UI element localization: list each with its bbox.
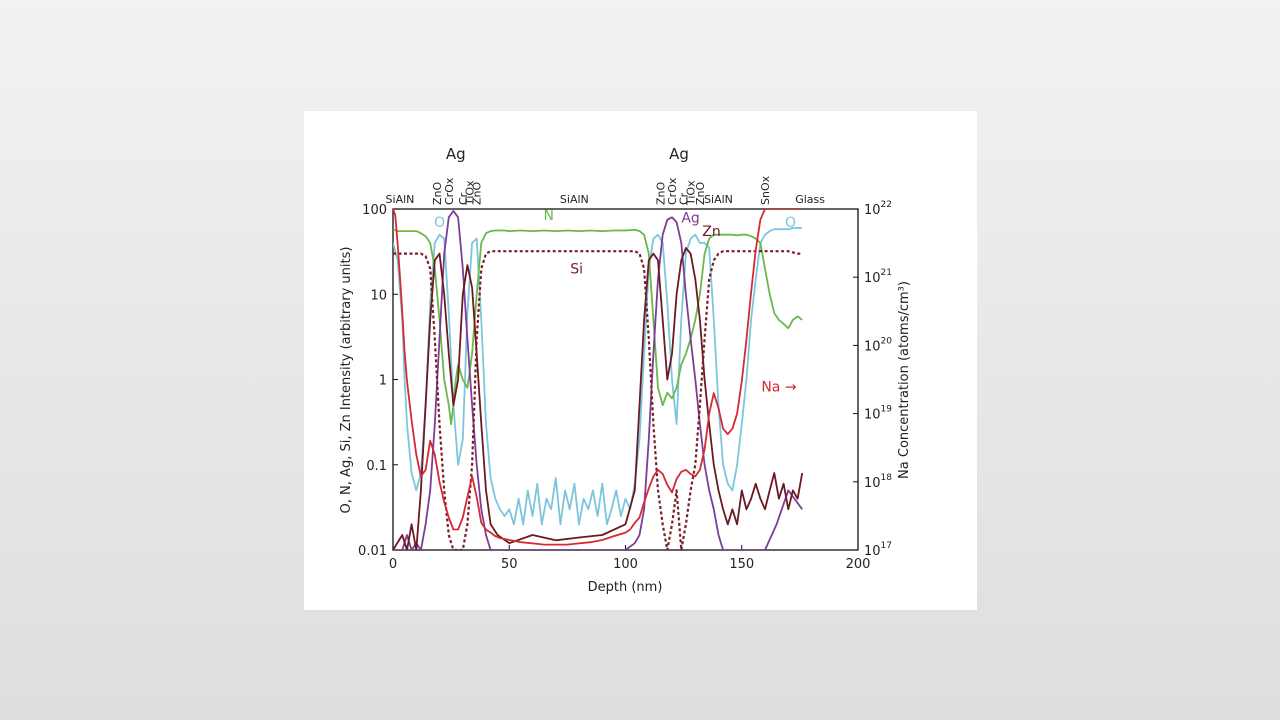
y-axis-left-label: O, N, Ag, Si, Zn Intensity (arbitrary un… <box>339 247 354 514</box>
layer-label: SnOx <box>759 175 772 205</box>
series-n-label: N <box>544 208 554 224</box>
x-tick-label: 100 <box>613 557 638 572</box>
layer-label: SiAlN <box>704 193 733 206</box>
depth-profile-chart: 0 50 100 150 200 0.01 0.1 1 10 100 1017 1018 1019 102… <box>339 145 912 595</box>
layer-label: TiOx <box>464 180 477 206</box>
chart-card: 0 50 100 150 200 0.01 0.1 1 10 100 1017 1018 1019 102… <box>304 111 977 610</box>
series-na-label: Na → <box>761 379 797 395</box>
layer-label: SiAlN <box>386 193 415 206</box>
y-left-tick-label: 0.1 <box>366 459 387 474</box>
layer-label: TiOx <box>685 180 698 206</box>
layer-label: CrOx <box>443 177 456 205</box>
series-o-label: O <box>785 215 796 231</box>
series-si-label: Si <box>570 262 583 278</box>
x-tick-label: 150 <box>729 557 754 572</box>
y-right-tick-label: 1017 <box>864 541 892 559</box>
layer-label: ZnO <box>694 181 707 205</box>
y-right-tick-label: 1022 <box>864 200 892 218</box>
series-ag-line <box>393 210 803 550</box>
x-tick-label: 0 <box>389 557 397 572</box>
layer-label: ZnO <box>654 181 667 205</box>
y-left-tick-label: 1 <box>379 374 387 389</box>
layer-label: Glass <box>795 193 825 206</box>
series-ag-label: Ag <box>681 210 699 226</box>
x-axis-label: Depth (nm) <box>588 580 663 595</box>
y-left-tick-label: 0.01 <box>358 544 387 559</box>
series-zn-label: Zn <box>702 224 720 240</box>
y-axis-right-label: Na Concentration (atoms/cm³) <box>897 281 912 479</box>
x-tick-label: 50 <box>501 557 518 572</box>
y-right-tick-label: 1021 <box>864 268 892 286</box>
layer-label: ZnO <box>471 181 484 205</box>
y-right-tick-label: 1018 <box>864 473 892 491</box>
layer-label: Cr <box>457 192 470 205</box>
series-si-line <box>393 250 803 550</box>
series-o-label: O <box>434 215 445 231</box>
silver-layer-label: Ag <box>669 145 689 163</box>
series-zn-line <box>393 246 804 550</box>
y-left-tick-label: 100 <box>362 203 387 218</box>
layer-label: CrOx <box>666 177 679 205</box>
layer-label: SiAlN <box>560 193 589 206</box>
y-left-tick-label: 10 <box>370 288 387 303</box>
layer-label: ZnO <box>431 181 444 205</box>
series-na-line <box>393 209 803 546</box>
series-o-line <box>393 227 803 526</box>
y-right-tick-label: 1019 <box>864 405 892 423</box>
layer-label: Cr <box>678 192 691 205</box>
series-n-line <box>393 228 803 426</box>
y-right-tick-label: 1020 <box>864 336 892 354</box>
x-tick-label: 200 <box>846 557 871 572</box>
silver-layer-label: Ag <box>446 145 466 163</box>
